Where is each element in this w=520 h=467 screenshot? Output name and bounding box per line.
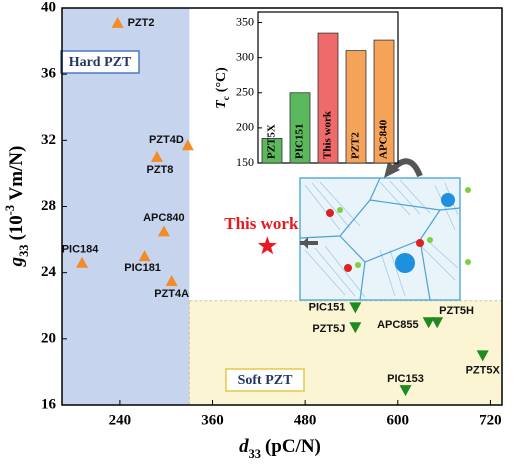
regions: Hard PZT Soft PZT (60, 8, 503, 406)
y-tick-label: 36 (41, 66, 57, 82)
region-label: Soft PZT (238, 373, 294, 388)
axis-title: g33 (10-3 Vm/N) (3, 146, 31, 268)
point-label: PZT5X (466, 364, 501, 376)
point (257, 236, 277, 255)
point (165, 274, 178, 286)
axis-title-part: c (221, 96, 231, 100)
point-label: PZT4D (149, 134, 184, 146)
x-tick-label: 240 (109, 412, 132, 428)
point (181, 139, 194, 151)
point-label: PIC184 (62, 244, 100, 256)
bar-label: PZT5X (266, 124, 278, 159)
bar (345, 50, 367, 164)
region-label-box (60, 50, 140, 74)
axis-title-part: -3 (3, 205, 17, 215)
point (476, 350, 489, 362)
point (399, 385, 412, 397)
bar-label: This work (322, 110, 334, 159)
y-tick-label: 28 (41, 198, 56, 214)
axis-title-part: 33 (249, 447, 261, 461)
point-label: PIC153 (387, 373, 424, 385)
point-label: PZT2 (128, 17, 155, 29)
y-tick-label: 32 (41, 132, 56, 148)
point (76, 256, 89, 268)
axis-title-part: (pC/N) (265, 436, 321, 457)
axis-title-part: (10 (6, 215, 27, 240)
point-label: PIC181 (124, 262, 161, 274)
point (157, 225, 170, 237)
point (111, 16, 124, 28)
y-tick-label: 350 (236, 14, 254, 28)
axis-title-part: T (214, 99, 229, 109)
bar-label: PZT2 (350, 132, 362, 159)
bar (289, 92, 311, 164)
point (138, 250, 151, 262)
point-label: APC840 (143, 212, 185, 224)
point-label: APC855 (377, 319, 419, 331)
y-tick-label: 24 (41, 264, 57, 280)
axis-title-part: (°C) (214, 67, 229, 92)
point (431, 317, 444, 329)
x-tick-label: 720 (479, 412, 502, 428)
schematic (299, 158, 471, 301)
region-label: Hard PZT (69, 55, 132, 70)
bar-label: PIC151 (294, 124, 306, 159)
y-tick-label: 300 (236, 49, 254, 63)
series-label: This work (224, 214, 299, 233)
axis-title: d33 (pC/N) (239, 436, 321, 460)
point-label: PZT5J (312, 323, 345, 335)
point (422, 317, 435, 329)
y-tick-label: 150 (236, 155, 254, 169)
bar-label: APC840 (378, 119, 390, 159)
point-label: PZT8 (146, 164, 173, 176)
point-label: PZT5H (439, 305, 474, 317)
axis-title-part: d (239, 436, 249, 457)
x-tick-label: 600 (387, 412, 410, 428)
schematic-frame (299, 177, 461, 301)
y-tick-label: 40 (41, 0, 56, 15)
region-label-box (225, 368, 305, 392)
y-tick-label: 200 (236, 120, 254, 134)
region (62, 8, 190, 405)
axis-title-part: 33 (17, 245, 31, 257)
x-tick-label: 480 (294, 412, 317, 428)
axis-title: Tc (°C) (214, 67, 231, 109)
point-label: PZT4A (154, 288, 189, 300)
point (349, 322, 362, 334)
y-tick-label: 250 (236, 85, 254, 99)
axis-title-part: g (6, 257, 27, 268)
y-tick-label: 16 (41, 396, 57, 412)
bar (373, 39, 395, 164)
inset-plot: 150 200 250 300 350 Tc (°C) PZT5X PIC151 This wor… (214, 11, 399, 169)
point-label: PIC151 (309, 301, 346, 313)
point (150, 150, 163, 162)
y-tick-label: 20 (41, 330, 56, 346)
bar (261, 138, 283, 164)
bar (317, 32, 339, 164)
point (349, 302, 362, 314)
axis-title-part: Vm/N) (6, 146, 27, 205)
x-tick-label: 360 (201, 412, 224, 428)
